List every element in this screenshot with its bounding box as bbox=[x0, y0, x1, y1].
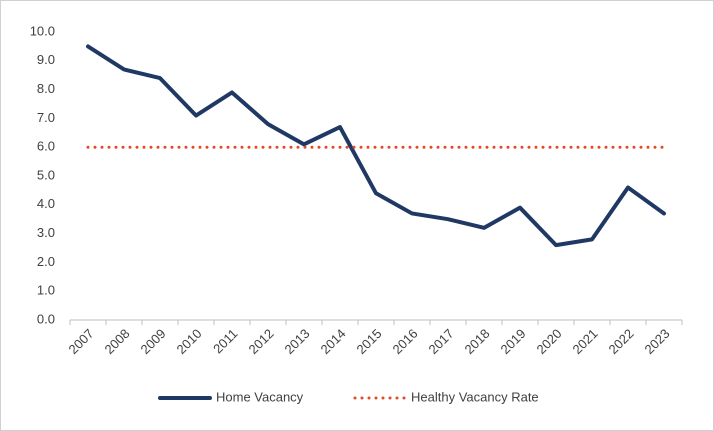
y-tick-label: 4.0 bbox=[37, 196, 55, 211]
y-tick-label: 2.0 bbox=[37, 254, 55, 269]
y-tick-label: 8.0 bbox=[37, 81, 55, 96]
y-tick-label: 3.0 bbox=[37, 225, 55, 240]
y-tick-label: 6.0 bbox=[37, 139, 55, 154]
series-line bbox=[86, 44, 666, 248]
y-tick-label: 7.0 bbox=[37, 110, 55, 125]
y-tick-label: 5.0 bbox=[37, 167, 55, 182]
y-tick-label: 9.0 bbox=[37, 52, 55, 67]
legend-label: Home Vacancy bbox=[216, 389, 304, 404]
y-tick-label: 1.0 bbox=[37, 283, 55, 298]
y-tick-label: 10.0 bbox=[30, 23, 55, 38]
y-tick-label: 0.0 bbox=[37, 311, 55, 326]
legend-label: Healthy Vacancy Rate bbox=[411, 389, 539, 404]
